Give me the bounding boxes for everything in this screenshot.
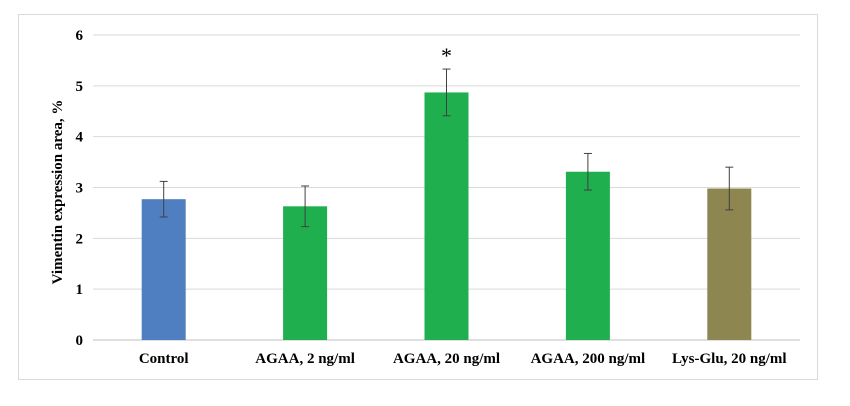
- error-bar: [442, 68, 451, 117]
- error-bar: [583, 152, 592, 191]
- error-bar: [301, 185, 310, 228]
- error-bar: [159, 180, 168, 218]
- bar: [283, 206, 328, 340]
- bars: [141, 92, 752, 340]
- annotations: *: [441, 43, 452, 68]
- y-tick-labels: 0 1 2 3 4 5 6: [76, 28, 84, 349]
- y-tick-label: 0: [76, 333, 84, 349]
- y-axis-label: Vimentin expression area, %: [50, 100, 66, 285]
- bar: [424, 92, 469, 340]
- category-label: AGAA, 200 ng/ml: [531, 351, 646, 367]
- category-label: AGAA, 20 ng/ml: [393, 351, 500, 367]
- error-bar: [725, 166, 734, 211]
- category-label: Control: [139, 351, 189, 367]
- bar: [707, 188, 752, 340]
- error-bars: [159, 68, 734, 228]
- category-label: Lys-Glu, 20 ng/ml: [672, 351, 787, 367]
- y-tick-label: 5: [76, 79, 84, 95]
- gridlines: [93, 34, 800, 341]
- y-tick-label: 4: [76, 130, 84, 146]
- y-tick-label: 1: [76, 282, 84, 298]
- y-tick-label: 2: [76, 231, 84, 247]
- bar: [565, 171, 610, 340]
- y-tick-label: 3: [76, 181, 84, 197]
- category-labels: Control AGAA, 2 ng/ml AGAA, 20 ng/ml AGAA, …: [139, 351, 787, 367]
- chart-frame: [18, 14, 818, 380]
- significance-marker: *: [441, 43, 452, 68]
- y-tick-label: 6: [76, 28, 84, 44]
- bar: [141, 199, 186, 340]
- category-label: AGAA, 2 ng/ml: [255, 351, 355, 367]
